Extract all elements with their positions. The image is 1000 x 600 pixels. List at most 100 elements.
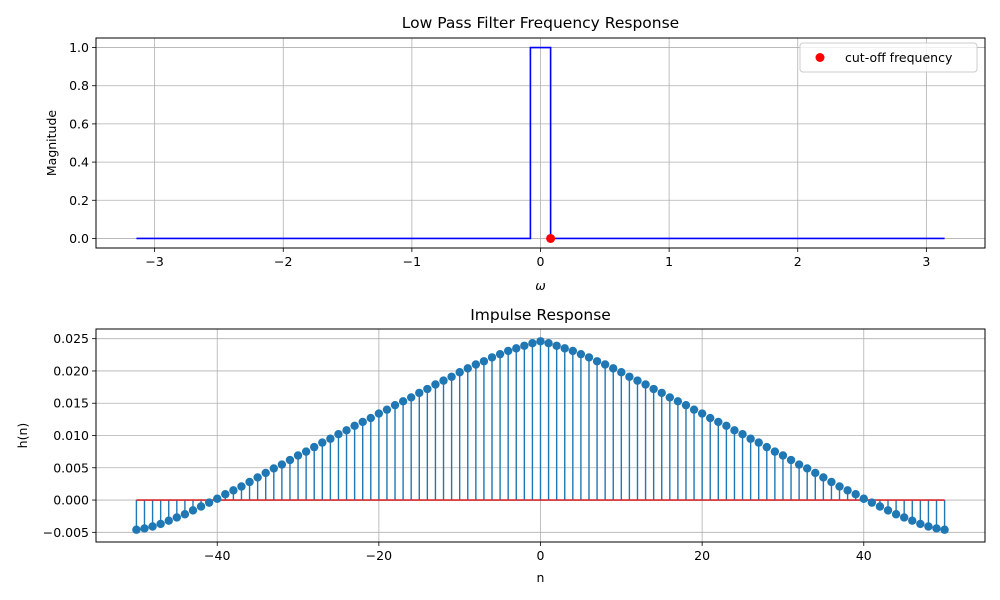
stem-marker (463, 364, 472, 373)
stem-marker (536, 337, 545, 346)
stem-marker (867, 498, 877, 507)
stem-marker (196, 502, 206, 511)
stem-marker (261, 468, 270, 478)
stem-marker (697, 409, 707, 418)
stem-marker (649, 384, 658, 394)
stem-marker (285, 455, 295, 465)
y-tick-label: 0.6 (69, 116, 89, 131)
y-tick-label: −0.005 (43, 525, 89, 540)
y-tick-label: 0.4 (69, 155, 89, 170)
cutoff-point (546, 233, 556, 243)
legend-marker (815, 53, 825, 62)
stem-marker (899, 513, 909, 522)
x-tick-label: 1 (665, 254, 673, 269)
y-tick-label: 0.015 (53, 396, 89, 411)
stem-marker (277, 460, 287, 469)
y-axis-title: h(n) (15, 423, 30, 449)
x-tick-label: −40 (204, 548, 230, 563)
stem-marker (851, 490, 860, 499)
legend[interactable]: cut-off frequency (799, 42, 978, 73)
stem-marker (544, 339, 553, 348)
stem-marker (673, 397, 683, 406)
stem-marker (237, 482, 246, 491)
stem-marker (350, 421, 359, 431)
stem-marker (924, 522, 933, 531)
stem-marker (301, 447, 311, 456)
stem-marker (245, 477, 254, 487)
stem-marker (657, 388, 666, 398)
x-tick-label: −20 (366, 548, 392, 563)
stem-marker (592, 357, 602, 366)
stem-marker (609, 364, 618, 373)
stem-marker (204, 498, 214, 507)
stem-marker (803, 464, 812, 473)
y-tick-label: 0.005 (53, 460, 89, 475)
plot-marks (132, 337, 949, 534)
stem-marker (455, 368, 464, 377)
stem-marker (835, 482, 844, 491)
stem-marker (172, 513, 182, 522)
x-tick-label: 0 (537, 548, 545, 563)
stem-marker (269, 464, 278, 473)
stem-marker (512, 344, 521, 353)
x-tick-label: 0 (537, 254, 545, 269)
stem-marker (843, 486, 852, 495)
impulse-response-chart: Impulse Response n h(n) −40 −20 0 20 40 −0.00… (15, 306, 986, 585)
stem-marker (940, 525, 949, 534)
y-tick-label: 0.0 (69, 231, 89, 246)
x-tick-label: −2 (274, 254, 292, 269)
stem-marker (576, 349, 586, 359)
stem-marker (358, 417, 367, 427)
stem-marker (310, 442, 319, 452)
stem-marker (633, 376, 642, 385)
stem-marker (625, 372, 634, 381)
stem-marker (415, 388, 424, 398)
y-tick-label: 0.020 (53, 363, 89, 378)
stem-marker (908, 516, 917, 525)
stem-marker (487, 353, 497, 362)
stem-marker (827, 477, 836, 487)
stem-marker (859, 494, 868, 503)
stem-marker (495, 349, 505, 359)
stem-marker (584, 353, 594, 362)
magnitude-line (136, 46, 945, 240)
stem-marker (689, 405, 699, 414)
stem-marker (552, 341, 561, 350)
stem-marker (891, 510, 901, 519)
stem-marker (568, 346, 578, 356)
x-tick-label: −3 (145, 254, 163, 269)
stem-marker (221, 490, 230, 499)
x-tick-label: 2 (794, 254, 802, 269)
y-tick-label: 0.2 (69, 193, 89, 208)
stem-marker (148, 522, 157, 531)
stem-marker (786, 455, 796, 465)
chart-title: Impulse Response (470, 306, 611, 324)
stem-marker (293, 451, 303, 460)
stem-marker (164, 516, 173, 525)
y-tick-label: 0.000 (53, 493, 89, 508)
y-tick-label: 0.8 (69, 78, 89, 93)
stem-marker (447, 372, 456, 381)
ticks: −40 −20 0 20 40 −0.005 0.000 0.005 0.010 0.015 0.0… (43, 331, 872, 563)
stem-marker (342, 426, 351, 435)
stem-marker (746, 434, 755, 443)
ticks: −3 −2 −1 0 1 2 3 0.0 0.2 0.4 0.6 0.8 1.0 (69, 40, 930, 269)
stem-marker (423, 384, 432, 394)
stem-marker (439, 376, 448, 385)
stem-marker (560, 344, 569, 353)
stem-marker (722, 421, 731, 431)
stem-marker (730, 426, 739, 435)
stem-marker (180, 510, 190, 519)
legend-box (799, 42, 978, 73)
stem-marker (819, 473, 828, 482)
stem-marker (334, 430, 343, 439)
stem-marker (641, 380, 650, 389)
x-tick-label: −1 (403, 254, 421, 269)
y-axis-title: Magnitude (44, 110, 59, 177)
x-axis-title: ω (535, 278, 545, 293)
stem-marker (738, 430, 747, 439)
stem-marker (374, 409, 384, 418)
stem-marker (140, 524, 149, 533)
stem-marker (229, 486, 238, 495)
